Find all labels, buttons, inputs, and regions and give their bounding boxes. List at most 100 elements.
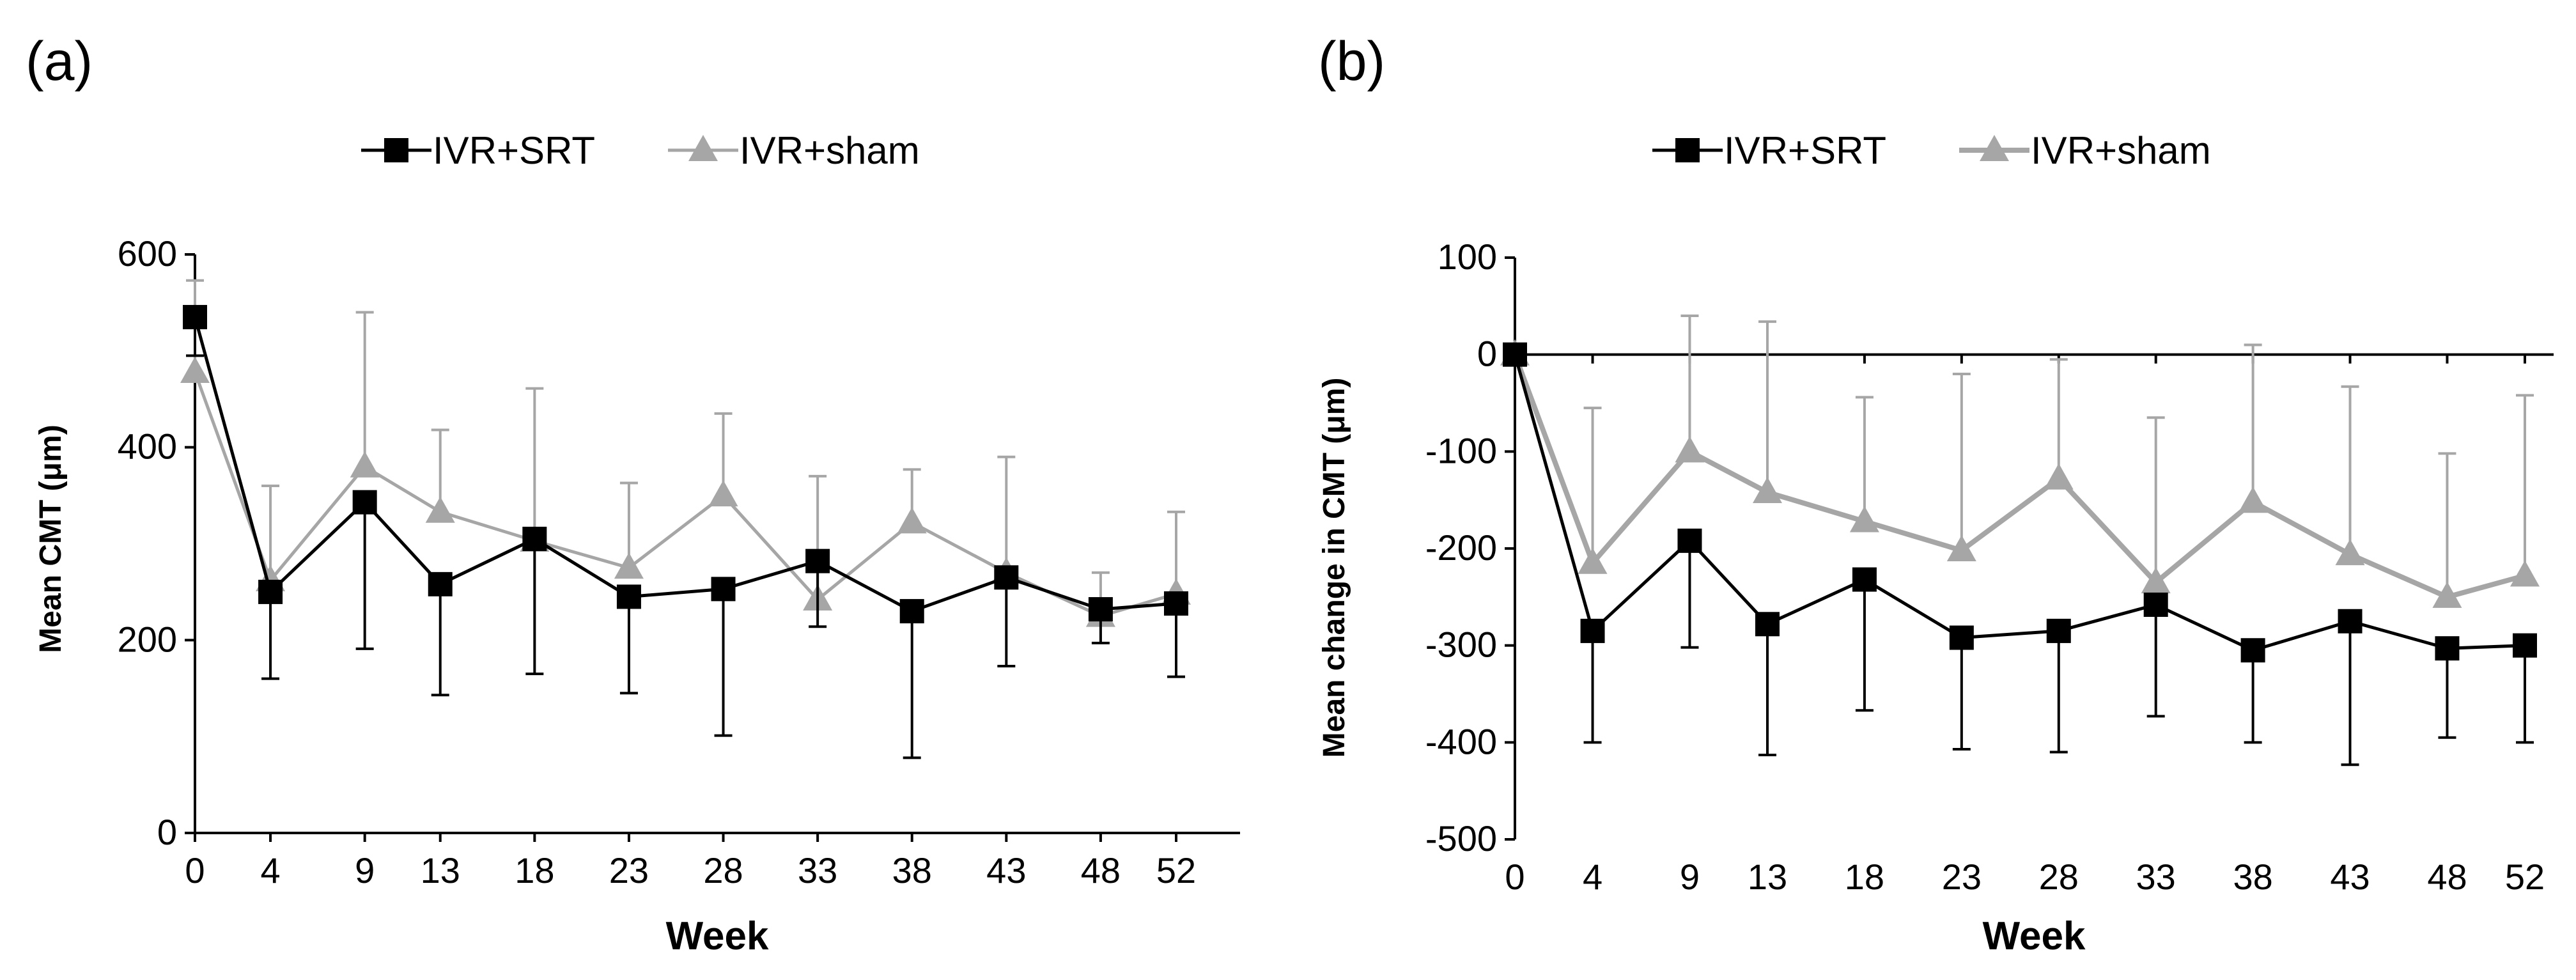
panel-label: (a) [26,31,93,92]
x-tick-label: 52 [1156,850,1196,891]
data-point [2338,609,2363,634]
data-point [2435,636,2460,661]
x-tick-label: 28 [2039,857,2079,897]
x-tick-label: 43 [2330,857,2370,897]
x-tick-label: 23 [609,850,649,891]
y-tick-label: -500 [1425,818,1497,859]
series-line [193,316,1177,613]
data-point [1677,528,1702,553]
legend: IVR+SRT IVR+sham [1652,129,2211,172]
data-point [708,480,738,507]
x-tick-label: 0 [185,850,205,891]
y-tick-label: 100 [1438,237,1497,277]
y-axis-label: Mean change in CMT (μm) [1317,378,1351,758]
y-tick-label: 600 [118,233,177,274]
data-point [2141,567,2171,594]
data-point [2240,638,2265,663]
legend-item-ivr-sham: IVR+sham [668,129,920,172]
series-line [193,371,1177,618]
data-point [897,507,927,534]
x-tick-label: 9 [355,850,375,891]
x-tick-label: 28 [703,850,743,891]
data-point [183,305,207,330]
data-point [1849,506,1879,533]
data-point [2335,539,2365,566]
panel-label: (b) [1318,31,1385,92]
x-tick-label: 48 [1081,850,1121,891]
data-point [1088,597,1113,622]
y-tick-label: 200 [118,619,177,659]
data-point [352,490,377,515]
x-tick-label: 18 [515,850,554,891]
series-line [1513,354,2526,652]
data-point [711,577,736,602]
data-point [258,579,283,604]
data-point [994,565,1019,590]
legend-label: IVR+sham [2031,129,2211,172]
y-axis-label: Mean CMT (μm) [34,424,68,653]
data-point [1949,625,1974,650]
series-ivr-sham [1500,315,2540,608]
x-tick-label: 38 [892,850,932,891]
legend-marker [688,135,718,161]
x-tick-label: 4 [260,850,280,891]
x-tick-label: 13 [1748,857,1787,897]
x-tick-label: 23 [1942,857,1982,897]
data-point [350,451,380,478]
x-tick-label: 43 [986,850,1026,891]
y-tick-label: -400 [1425,721,1497,761]
legend-item-ivr-sham: IVR+sham [1959,129,2211,172]
y-tick-label: -300 [1425,625,1497,665]
data-point [2432,581,2462,608]
data-point [1503,342,1527,367]
data-point [1852,567,1877,592]
data-point [614,552,644,579]
y-tick-label: 0 [1477,334,1497,374]
x-tick-label: 33 [2136,857,2176,897]
data-point [899,599,924,624]
data-point [1946,535,1976,562]
series-ivr-srt [1503,342,2537,766]
x-tick-label: 33 [798,850,837,891]
data-point [1675,436,1705,463]
series-ivr-srt [183,305,1188,759]
legend-label: IVR+sham [740,129,920,172]
legend-label: IVR+SRT [433,129,595,172]
data-point [1580,618,1605,643]
y-tick-label: 0 [157,812,177,852]
y-tick-label: -100 [1425,430,1497,471]
y-tick-label: -200 [1425,527,1497,568]
data-point [425,496,455,523]
data-point [180,357,210,384]
series-ivr-sham [180,279,1191,627]
x-axis-label: Week [666,914,769,958]
x-tick-label: 0 [1505,857,1525,897]
legend-marker [384,138,408,162]
data-point [805,548,830,573]
x-tick-label: 9 [1680,857,1700,897]
data-point [1753,477,1782,504]
data-point [428,572,453,596]
legend: IVR+SRT IVR+sham [361,129,920,172]
data-point [2044,463,2074,490]
data-point [616,584,641,609]
x-tick-label: 48 [2427,857,2467,897]
series-line [1512,354,2526,600]
panel-a: (a) Mean CMT (μm) Week 0 200 400 600 0 4 9 13 18… [26,31,1240,958]
data-point [522,526,547,551]
data-point [2143,592,2168,617]
y-tick-label: 400 [118,426,177,467]
panel-b: (b) Mean change in CMT (μm) Week -500 -40… [1317,31,2554,958]
data-point [1578,547,1608,574]
legend-label: IVR+SRT [1724,129,1886,172]
legend-item-ivr-srt: IVR+SRT [1652,129,1886,172]
x-axis-label: Week [1983,914,2086,958]
legend-marker [1980,135,2009,161]
x-tick-label: 18 [1845,857,1884,897]
data-point [1755,612,1780,637]
data-point [2513,633,2537,658]
data-point [2510,560,2540,587]
x-tick-label: 4 [1583,857,1602,897]
legend-item-ivr-srt: IVR+SRT [361,129,595,172]
